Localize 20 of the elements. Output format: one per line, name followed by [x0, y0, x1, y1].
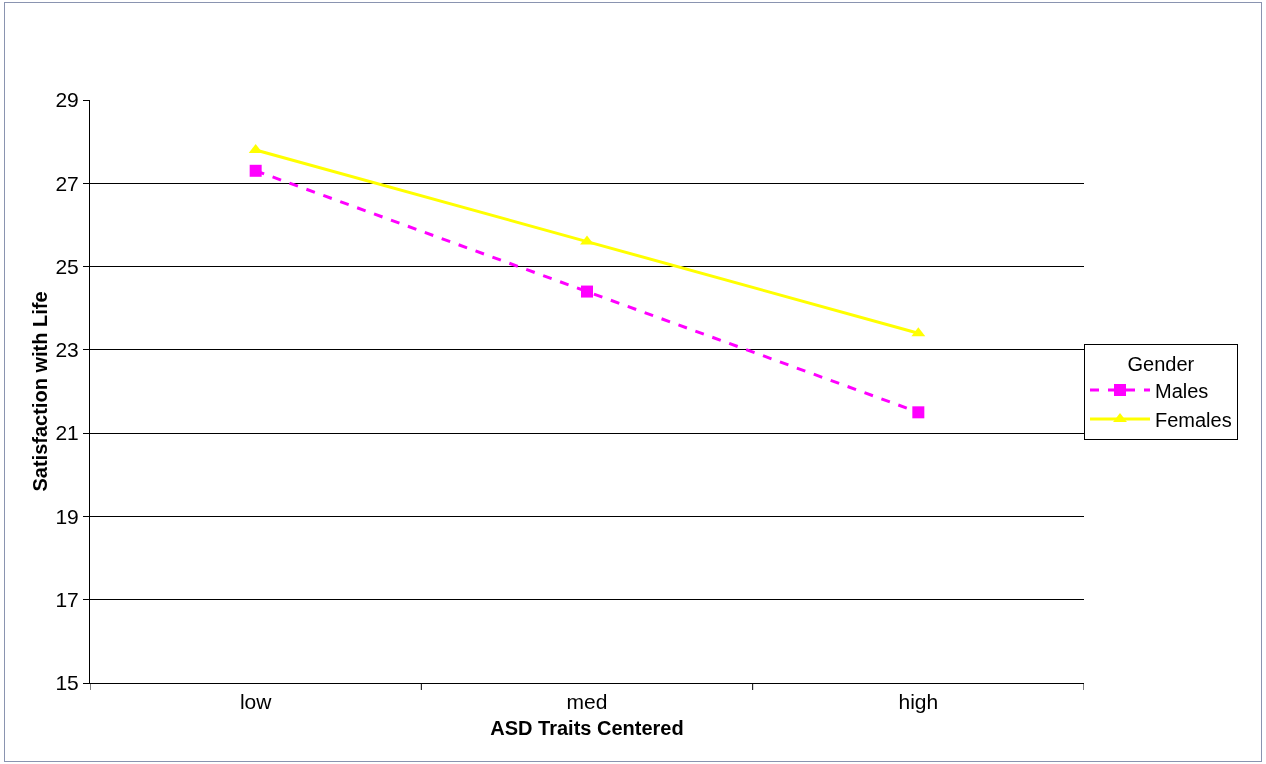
legend-title: Gender — [1127, 352, 1195, 375]
legend-label: Males — [1155, 379, 1209, 402]
y-tick-label: 25 — [55, 254, 79, 278]
point — [580, 235, 594, 245]
y-tick-label: 27 — [55, 171, 79, 195]
y-tick-label: 15 — [55, 671, 79, 695]
y-tick-label: 23 — [55, 338, 79, 362]
x-tick-label: low — [239, 690, 273, 714]
y-tick-label: 29 — [55, 88, 79, 112]
x-tick-label: med — [566, 690, 608, 714]
point — [581, 285, 593, 298]
y-axis-title: Satisfaction with Life — [28, 291, 51, 492]
legend-label: Females — [1155, 408, 1232, 431]
y-tick-label: 17 — [55, 588, 79, 612]
y-tick-label: 19 — [55, 504, 79, 528]
x-axis-title: ASD Traits Centered — [490, 716, 684, 739]
y-tick-label: 21 — [55, 421, 79, 445]
x-tick-label: high — [898, 690, 939, 714]
point — [912, 406, 925, 419]
point — [249, 164, 262, 177]
